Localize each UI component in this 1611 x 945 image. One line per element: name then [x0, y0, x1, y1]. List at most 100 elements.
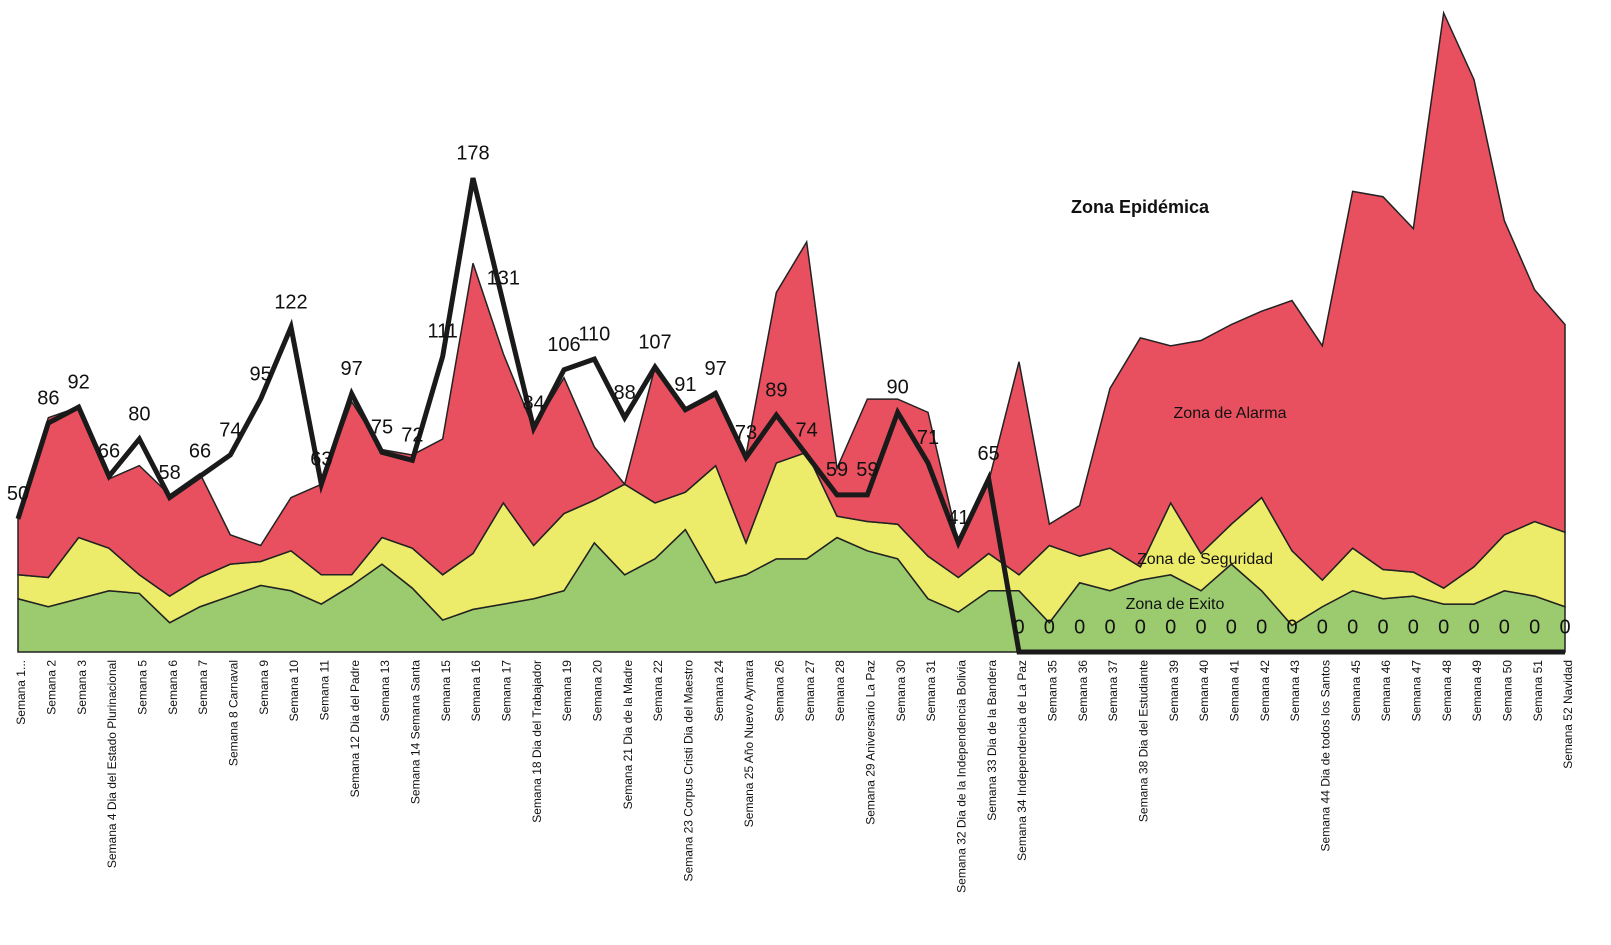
value-label: 122	[274, 291, 307, 313]
value-label: 0	[1438, 616, 1449, 638]
value-label: 59	[856, 459, 878, 481]
value-label: 0	[1468, 616, 1479, 638]
value-label: 0	[1135, 616, 1146, 638]
x-tick-label: Semana 7	[196, 660, 210, 715]
value-label: 0	[1013, 616, 1024, 638]
x-tick-label: Semana 31	[924, 660, 938, 722]
value-label: 110	[578, 323, 610, 345]
x-tick-label: Semana 20	[591, 660, 605, 722]
x-tick-label: Semana 47	[1410, 660, 1424, 722]
x-tick-label: Semana 10	[287, 660, 301, 722]
x-tick-label: Semana 4 Dia del Estado Plurinacional	[105, 660, 119, 868]
value-label: 59	[826, 459, 848, 481]
value-label: 0	[1529, 616, 1540, 638]
value-label: 88	[614, 382, 636, 404]
x-tick-label: Semana 1...	[14, 660, 28, 725]
x-tick-label: Semana 38 Dia del Estudiante	[1137, 660, 1151, 822]
x-tick-label: Semana 40	[1197, 660, 1211, 722]
x-tick-label: Semana 39	[1167, 660, 1181, 722]
value-label: 74	[219, 419, 241, 441]
x-tick-label: Semana 17	[500, 660, 514, 722]
x-tick-label: Semana 11	[318, 660, 332, 721]
x-tick-label: Semana 28	[833, 660, 847, 722]
value-label: 178	[456, 142, 489, 164]
value-label: 66	[189, 441, 211, 463]
value-label: 90	[887, 377, 909, 399]
value-label: 89	[765, 379, 787, 401]
annotation: Zona Epidémica	[1071, 197, 1210, 217]
x-tick-label: Semana 22	[651, 660, 665, 722]
x-tick-label: Semana 3	[75, 660, 89, 715]
x-tick-label: Semana 14 Semana Santa	[409, 660, 423, 804]
value-label: 66	[98, 441, 120, 463]
value-label: 0	[1044, 616, 1055, 638]
x-tick-label: Semana 32 Dia de la Independencia Bolivi…	[955, 660, 969, 893]
x-tick-label: Semana 37	[1106, 660, 1120, 722]
x-tick-label: Semana 30	[894, 660, 908, 722]
x-tick-label: Semana 24	[712, 660, 726, 722]
x-tick-label: Semana 34 Independencia de La Paz	[1015, 660, 1029, 861]
value-label: 50	[7, 483, 29, 505]
value-label: 84	[523, 393, 545, 415]
value-label: 0	[1377, 616, 1388, 638]
value-label: 0	[1317, 616, 1328, 638]
value-label: 111	[427, 321, 457, 343]
x-tick-label: Semana 9	[257, 660, 271, 715]
x-tick-label: Semana 42	[1258, 660, 1272, 722]
x-tick-label: Semana 33 Dia de la Bandera	[985, 660, 999, 821]
x-tick-label: Semana 36	[1076, 660, 1090, 722]
x-tick-label: Semana 26	[773, 660, 787, 722]
value-label: 72	[401, 425, 423, 447]
x-tick-label: Semana 46	[1379, 660, 1393, 722]
value-label: 0	[1195, 616, 1206, 638]
x-tick-label: Semana 19	[560, 660, 574, 722]
value-label: 107	[638, 331, 671, 353]
x-tick-label: Semana 48	[1440, 660, 1454, 722]
x-tick-label: Semana 45	[1349, 660, 1363, 722]
x-tick-label: Semana 44 Dia de todos los Santos	[1319, 660, 1333, 851]
value-label: 71	[917, 427, 939, 449]
zone-label: Zona de Alarma	[1174, 405, 1287, 422]
value-label: 97	[705, 358, 727, 380]
x-tick-label: Semana 13	[378, 660, 392, 722]
x-tick-label: Semana 21 Dia de la Madre	[621, 660, 635, 810]
value-label: 0	[1559, 616, 1570, 638]
value-label: 65	[978, 443, 1000, 465]
x-tick-label: Semana 8 Carnaval	[227, 660, 241, 766]
zone-label: Zona de Exito	[1126, 596, 1225, 613]
x-tick-label: Semana 12 Dia del Padre	[348, 660, 362, 798]
value-label: 0	[1499, 616, 1510, 638]
x-tick-label: Semana 5	[136, 660, 150, 715]
value-label: 97	[341, 358, 363, 380]
value-label: 91	[674, 374, 696, 396]
value-label: 41	[947, 507, 969, 529]
value-label: 92	[68, 371, 90, 393]
value-label: 0	[1165, 616, 1176, 638]
x-tick-label: Semana 35	[1046, 660, 1060, 722]
value-label: 0	[1104, 616, 1115, 638]
value-label: 106	[547, 334, 580, 356]
x-tick-label: Semana 49	[1470, 660, 1484, 722]
value-label: 131	[487, 267, 520, 289]
value-label: 0	[1256, 616, 1267, 638]
x-tick-label: Semana 18 Dia del Trabajador	[530, 660, 544, 823]
value-label: 0	[1226, 616, 1237, 638]
x-tick-label: Semana 51	[1531, 660, 1545, 722]
value-label: 0	[1347, 616, 1358, 638]
x-tick-label: Semana 43	[1288, 660, 1302, 722]
value-label: 95	[250, 363, 272, 385]
x-tick-label: Semana 6	[166, 660, 180, 715]
x-tick-label: Semana 52 Navidad	[1561, 660, 1575, 769]
zone-label: Zona de Seguridad	[1137, 551, 1273, 568]
areas	[17, 10, 1566, 653]
x-tick-label: Semana 29 Aniversario La Paz	[864, 660, 878, 825]
value-label: 75	[371, 417, 393, 439]
value-label: 74	[796, 419, 818, 441]
value-label: 63	[310, 449, 332, 471]
value-label: 80	[128, 403, 150, 425]
x-tick-label: Semana 16	[469, 660, 483, 722]
x-tick-label: Semana 50	[1501, 660, 1515, 722]
x-tick-label: Semana 27	[803, 660, 817, 722]
x-tick-label: Semana 15	[439, 660, 453, 722]
